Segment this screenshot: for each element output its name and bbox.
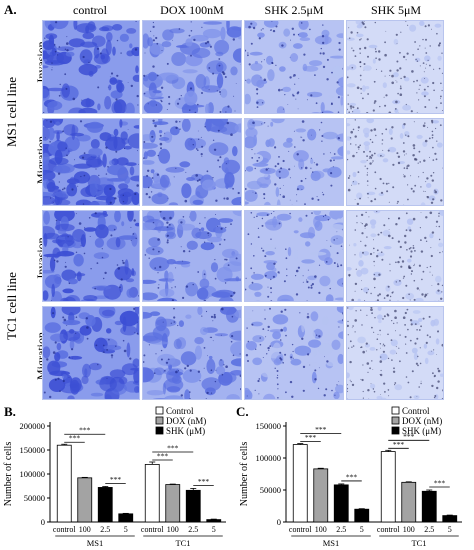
group-label-ms1: MS1: [323, 538, 340, 548]
x-tick-label: 100: [403, 525, 415, 534]
micrograph-tc1-migration-shk-low: [244, 306, 344, 400]
legend-swatch: [155, 416, 164, 425]
x-tick-label: 5: [448, 525, 452, 534]
legend-swatch: [155, 426, 164, 435]
significance-marker: ***: [315, 425, 327, 434]
legend-entry: DOX (nM): [166, 416, 206, 426]
legend-entry: SHK (μM): [166, 426, 205, 436]
x-tick-label: 100: [79, 525, 91, 534]
bar-ms1-2.5: [333, 484, 349, 523]
legend-swatch: [391, 406, 400, 415]
significance-marker: ***: [346, 472, 358, 481]
cell-line-label-ms1: MS1 cell line: [4, 76, 19, 148]
legend-swatch: [391, 416, 400, 425]
bar-ms1-100: [77, 477, 93, 523]
bar-tc1-control: [144, 464, 160, 523]
significance-marker: ***: [403, 432, 415, 441]
panel-b-letter: B.: [4, 404, 16, 419]
bar-ms1-5: [118, 513, 134, 523]
significance-marker: ***: [434, 479, 446, 488]
legend-swatch: [391, 426, 400, 435]
bar-ms1-control: [56, 444, 72, 523]
y-tick-label: 150000: [256, 421, 282, 431]
y-tick-label: 200000: [20, 421, 46, 431]
x-tick-label: 2.5: [100, 525, 110, 534]
micrograph-ms1-invasion-control: [42, 20, 140, 114]
micrograph-ms1-migration-shk-low: [244, 118, 344, 206]
y-tick-label: 50000: [260, 485, 281, 495]
micrograph-tc1-invasion-shk-high: [346, 210, 444, 302]
y-axis-label: Number of cells: [3, 442, 14, 507]
column-header-dox: DOX 100nM: [160, 3, 224, 17]
bar-ms1-5: [354, 508, 370, 523]
significance-marker: ***: [79, 426, 91, 435]
micrograph-tc1-migration-dox: [142, 306, 242, 400]
significance-marker: ***: [198, 477, 210, 486]
x-tick-label: 100: [167, 525, 179, 534]
cell-line-label-tc1: TC1 cell line: [4, 272, 19, 340]
micrograph-ms1-invasion-shk-high: [346, 20, 444, 114]
micrograph-tc1-invasion-shk-low: [244, 210, 344, 302]
bar-tc1-2.5: [421, 490, 437, 523]
bar-tc1-control: [380, 451, 396, 523]
significance-marker: ***: [393, 440, 405, 449]
y-tick-label: 100000: [20, 469, 46, 479]
x-tick-label: control: [289, 525, 312, 534]
x-tick-label: 2.5: [188, 525, 198, 534]
bar-tc1-2.5: [185, 489, 201, 523]
x-tick-label: 100: [315, 525, 327, 534]
y-tick-label: 100000: [256, 453, 282, 463]
panel-a-letter: A.: [4, 2, 17, 17]
group-label-ms1: MS1: [87, 538, 104, 548]
group-label-tc1: TC1: [411, 538, 426, 548]
micrograph-tc1-migration-control: [42, 306, 140, 400]
y-tick-label: 50000: [24, 493, 45, 503]
micrograph-ms1-migration-shk-high: [346, 118, 444, 206]
bar-ms1-100: [313, 468, 329, 523]
x-tick-label: 2.5: [336, 525, 346, 534]
column-header-shk-high: SHK 5μM: [370, 3, 422, 17]
legend-entry: Control: [402, 406, 430, 416]
x-tick-label: 5: [124, 525, 128, 534]
y-tick-label: 150000: [20, 445, 46, 455]
significance-marker: ***: [167, 444, 179, 453]
x-tick-label: 2.5: [424, 525, 434, 534]
x-tick-label: 5: [360, 525, 364, 534]
micrograph-ms1-invasion-dox: [142, 20, 242, 114]
micrograph-ms1-migration-dox: [142, 118, 242, 206]
micrograph-ms1-invasion-shk-low: [244, 20, 344, 114]
legend-entry: Control: [166, 406, 194, 416]
bar-chart-ms1-tc1-panel-c: 0 50000 100000 150000 Number of cells control…: [239, 406, 462, 548]
bar-ms1-control: [292, 444, 308, 523]
x-tick-label: control: [377, 525, 400, 534]
bar-tc1-100: [165, 484, 181, 523]
x-tick-label: 5: [212, 525, 216, 534]
column-header-control: control: [73, 3, 107, 17]
significance-marker: ***: [110, 475, 122, 484]
x-tick-label: control: [141, 525, 164, 534]
bar-ms1-2.5: [97, 487, 113, 523]
significance-marker: ***: [69, 434, 81, 443]
bar-tc1-100: [401, 481, 417, 523]
bar-chart-ms1-tc1-panel-b: 0 50000 100000 150000 200000 Number of cells c…: [3, 406, 226, 548]
panel-c-letter: C.: [236, 404, 249, 419]
x-tick-label: control: [53, 525, 76, 534]
micrograph-tc1-migration-shk-high: [346, 306, 444, 400]
group-label-tc1: TC1: [175, 538, 190, 548]
significance-marker: ***: [157, 452, 169, 461]
legend-entry: DOX (nM): [402, 416, 442, 426]
y-tick-label: 0: [277, 517, 281, 527]
legend-swatch: [155, 406, 164, 415]
bar-tc1-5: [206, 519, 222, 523]
significance-marker: ***: [305, 433, 317, 442]
column-header-shk-low: SHK 2.5μM: [264, 3, 324, 17]
micrograph-tc1-invasion-control: [42, 210, 140, 302]
legend-entry: SHK (μM): [402, 426, 441, 436]
micrograph-ms1-migration-control: [42, 118, 140, 206]
y-axis-label: Number of cells: [239, 442, 250, 507]
y-tick-label: 0: [41, 517, 45, 527]
bar-tc1-5: [442, 515, 458, 523]
micrograph-tc1-invasion-dox: [142, 210, 242, 302]
